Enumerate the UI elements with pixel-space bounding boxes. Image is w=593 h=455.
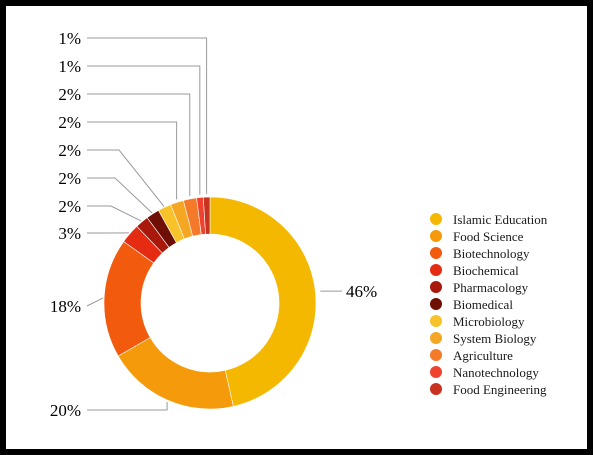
legend-swatch (430, 383, 442, 395)
legend-swatch (430, 315, 442, 327)
legend-label: Microbiology (453, 314, 525, 329)
slice-islamic-education (209, 196, 317, 407)
slice-food-engineering (202, 196, 211, 235)
slice-biotechnology (103, 241, 155, 357)
legend-label: Food Engineering (453, 382, 547, 397)
leader-line (87, 121, 178, 200)
legend-label: Pharmacology (453, 280, 529, 295)
percent-label: 1% (58, 29, 81, 48)
percent-label: 1% (58, 57, 81, 76)
legend-swatch (430, 281, 442, 293)
legend-swatch (430, 264, 442, 276)
legend-label: Food Science (453, 229, 524, 244)
legend-swatch (430, 230, 442, 242)
percent-label: 3% (58, 224, 81, 243)
percent-label: 2% (58, 169, 81, 188)
legend-swatch (430, 247, 442, 259)
legend-label: Biomedical (453, 297, 513, 312)
legend-label: Islamic Education (453, 212, 548, 227)
legend-swatch (430, 349, 442, 361)
leader-line (87, 65, 201, 195)
leader-line (87, 205, 142, 222)
percent-label: 2% (58, 85, 81, 104)
slice-food-science (117, 337, 234, 410)
percent-label: 46% (346, 282, 377, 301)
legend-label: System Biology (453, 331, 537, 346)
legend-swatch (430, 298, 442, 310)
percent-label: 18% (50, 297, 81, 316)
legend-label: Biotechnology (453, 246, 530, 261)
legend-label: Nanotechnology (453, 365, 539, 380)
legend-swatch (430, 332, 442, 344)
leader-line (87, 149, 165, 207)
legend-swatch (430, 213, 442, 225)
leader-line (86, 297, 104, 307)
percent-label: 2% (58, 113, 81, 132)
percent-label: 20% (50, 401, 81, 420)
leader-line (87, 93, 191, 196)
percent-label: 2% (58, 197, 81, 216)
percent-label: 2% (58, 141, 81, 160)
leader-line (87, 177, 153, 214)
legend-label: Biochemical (453, 263, 519, 278)
legend-label: Agriculture (453, 348, 513, 363)
legend-swatch (430, 366, 442, 378)
leader-line (87, 37, 208, 195)
leader-line (87, 402, 168, 411)
